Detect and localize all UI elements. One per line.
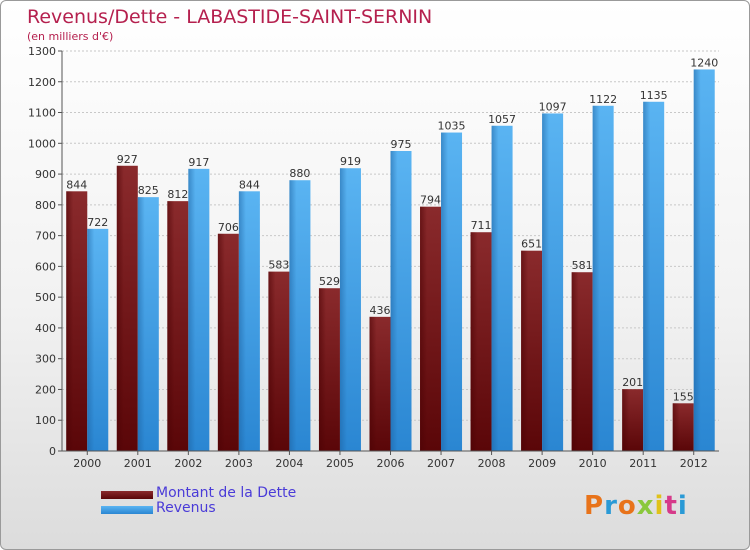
bar-shade-dette — [672, 403, 680, 451]
y-tick-label: 800 — [35, 199, 56, 212]
legend-label-dette: Montant de la Dette — [156, 485, 297, 501]
bar-shade-revenus — [441, 132, 449, 452]
data-label-dette: 651 — [521, 238, 542, 251]
y-tick-label: 300 — [35, 353, 56, 366]
proxiti-logo: Proxiti — [584, 491, 688, 521]
bar-shade-revenus — [87, 228, 95, 451]
x-tick-label: 2005 — [326, 457, 354, 470]
data-label-revenus: 844 — [239, 178, 260, 191]
data-label-revenus: 917 — [188, 156, 209, 169]
logo-letter: i — [677, 491, 688, 521]
x-tick-label: 2004 — [275, 457, 303, 470]
data-label-dette: 812 — [167, 188, 188, 201]
x-tick-label: 2010 — [579, 457, 607, 470]
logo-letter: P — [584, 491, 605, 521]
logo-letter: x — [636, 491, 655, 521]
y-tick-label: 400 — [35, 322, 56, 335]
bar-shade-dette — [116, 165, 124, 451]
data-label-revenus: 919 — [340, 155, 361, 168]
logo-letter: o — [617, 491, 637, 521]
data-label-dette: 844 — [66, 178, 87, 191]
data-label-dette: 706 — [218, 221, 239, 234]
y-tick-label: 200 — [35, 383, 56, 396]
bar-shade-dette — [66, 191, 74, 452]
data-label-dette: 529 — [319, 275, 340, 288]
data-label-revenus: 1240 — [690, 56, 718, 69]
bar-shade-revenus — [693, 69, 701, 451]
data-label-dette: 581 — [572, 259, 593, 272]
bar-shade-dette — [268, 271, 276, 451]
bar-shade-dette — [318, 288, 326, 451]
logo-letter: r — [604, 491, 618, 521]
data-label-revenus: 880 — [289, 167, 310, 180]
chart-title: Revenus/Dette - LABASTIDE-SAINT-SERNIN — [27, 6, 433, 28]
bar-shade-revenus — [339, 168, 347, 451]
y-tick-label: 1300 — [28, 45, 56, 58]
logo-letter: i — [654, 491, 665, 521]
data-label-dette: 927 — [117, 153, 138, 166]
bar-shade-dette — [571, 272, 579, 451]
y-tick-label: 0 — [49, 445, 56, 458]
y-tick-label: 1200 — [28, 76, 56, 89]
data-label-revenus: 1097 — [539, 100, 567, 113]
bar-shade-revenus — [238, 191, 246, 452]
bar-shade-dette — [470, 232, 478, 451]
data-label-revenus: 1035 — [438, 120, 466, 133]
bar-shade-dette — [521, 250, 529, 451]
legend-swatch-dette — [101, 491, 153, 499]
y-tick-label: 1000 — [28, 137, 56, 150]
x-tick-label: 2009 — [528, 457, 556, 470]
x-tick-label: 2011 — [629, 457, 657, 470]
x-tick-label: 2002 — [174, 457, 202, 470]
bar-shade-revenus — [643, 101, 651, 452]
y-tick-label: 700 — [35, 230, 56, 243]
legend-swatch-revenus — [101, 506, 153, 514]
bar-shade-dette — [217, 233, 225, 451]
data-label-dette: 436 — [370, 304, 391, 317]
bar-shade-revenus — [289, 180, 297, 451]
data-label-dette: 583 — [268, 259, 289, 272]
bar-shade-revenus — [491, 125, 499, 452]
legend-label-revenus: Revenus — [156, 500, 216, 516]
x-tick-label: 2001 — [124, 457, 152, 470]
y-tick-label: 100 — [35, 414, 56, 427]
data-label-revenus: 1057 — [488, 113, 516, 126]
bar-shade-dette — [420, 206, 428, 451]
x-tick-label: 2012 — [680, 457, 708, 470]
y-tick-label: 600 — [35, 260, 56, 273]
x-tick-label: 2003 — [225, 457, 253, 470]
data-label-dette: 794 — [420, 194, 441, 207]
y-tick-label: 1100 — [28, 107, 56, 120]
data-label-dette: 711 — [471, 219, 492, 232]
data-label-revenus: 975 — [391, 138, 412, 151]
x-tick-label: 2000 — [73, 457, 101, 470]
data-label-revenus: 722 — [87, 216, 108, 229]
x-tick-label: 2007 — [427, 457, 455, 470]
bar-shade-dette — [622, 389, 630, 451]
bar-shade-revenus — [137, 197, 145, 451]
data-label-revenus: 1122 — [589, 93, 617, 106]
bar-shade-dette — [167, 201, 175, 451]
data-label-revenus: 825 — [138, 184, 159, 197]
x-tick-label: 2006 — [377, 457, 405, 470]
data-label-dette: 201 — [622, 376, 643, 389]
bar-shade-dette — [369, 316, 377, 451]
data-label-revenus: 1135 — [640, 89, 668, 102]
logo-letter: t — [664, 491, 678, 521]
x-tick-label: 2008 — [478, 457, 506, 470]
bar-shade-revenus — [188, 168, 196, 451]
y-tick-label: 900 — [35, 168, 56, 181]
bar-shade-revenus — [542, 113, 550, 451]
y-tick-label: 500 — [35, 291, 56, 304]
data-label-dette: 155 — [673, 390, 694, 403]
bar-shade-revenus — [390, 151, 398, 451]
chart-subtitle: (en milliers d'€) — [27, 30, 114, 43]
bar-shade-revenus — [592, 105, 600, 452]
